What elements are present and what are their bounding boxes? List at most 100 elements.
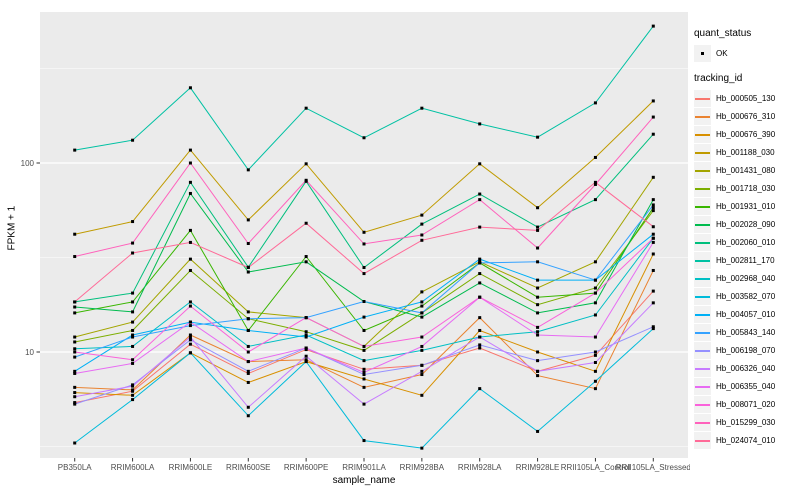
data-point [246, 360, 250, 364]
data-point [593, 180, 597, 184]
legend-item-label: Hb_000676_310 [716, 112, 776, 121]
data-point [73, 395, 77, 399]
legend-key-box [694, 396, 711, 413]
data-point [246, 328, 250, 332]
legend-item-Hb_001188_030: Hb_001188_030 [694, 144, 798, 161]
data-point [246, 242, 250, 246]
data-point [536, 260, 540, 264]
data-point [420, 290, 424, 294]
data-point [131, 138, 135, 142]
data-point [304, 221, 308, 225]
x-tick-label: RRIM600LA [111, 463, 155, 472]
data-point [362, 359, 366, 363]
data-point [362, 439, 366, 443]
data-point [73, 391, 77, 395]
x-axis-title: sample_name [332, 475, 396, 486]
series-color-line-icon [695, 224, 710, 226]
legend-item-Hb_002968_040: Hb_002968_040 [694, 270, 798, 287]
data-point [131, 358, 135, 362]
legend-item-Hb_000505_130: Hb_000505_130 [694, 90, 798, 107]
data-point [478, 316, 482, 320]
data-point [478, 328, 482, 332]
legend-key-box [694, 126, 711, 143]
series-color-line-icon [695, 152, 710, 154]
data-point [246, 414, 250, 418]
data-point [188, 320, 192, 324]
data-point [188, 335, 192, 339]
data-point [73, 148, 77, 152]
legend-item-label: Hb_003582_070 [716, 292, 776, 301]
data-point [478, 343, 482, 347]
legend-key-box [694, 306, 711, 323]
data-point [593, 155, 597, 159]
legend-item-Hb_000676_390: Hb_000676_390 [694, 126, 798, 143]
legend-item-ok: OK [694, 45, 798, 62]
data-point [478, 387, 482, 391]
data-point [73, 402, 77, 406]
data-point [246, 317, 250, 321]
data-point [478, 295, 482, 299]
data-point [651, 198, 655, 202]
data-point [420, 373, 424, 377]
data-point [420, 335, 424, 339]
data-point [478, 335, 482, 339]
data-point [651, 209, 655, 213]
legend-key-box [694, 45, 711, 62]
legend: quant_status OK tracking_id Hb_000505_13… [694, 28, 798, 450]
data-point [536, 228, 540, 232]
legend-item-Hb_015299_030: Hb_015299_030 [694, 414, 798, 431]
data-point [420, 315, 424, 319]
data-point [246, 371, 250, 375]
data-point [73, 441, 77, 445]
data-point [362, 328, 366, 332]
data-point [593, 313, 597, 317]
data-point [73, 401, 77, 405]
legend-item-Hb_003582_070: Hb_003582_070 [694, 288, 798, 305]
data-point [188, 86, 192, 90]
data-point [304, 162, 308, 166]
data-point [651, 327, 655, 331]
data-point [593, 286, 597, 290]
legend-item-Hb_006326_040: Hb_006326_040 [694, 360, 798, 377]
data-point [536, 225, 540, 229]
data-point [362, 242, 366, 246]
legend-item-label: Hb_024074_010 [716, 436, 776, 445]
data-point [420, 106, 424, 110]
legend-key-box [694, 198, 711, 215]
data-point [362, 230, 366, 234]
data-point [188, 351, 192, 355]
data-point [131, 291, 135, 295]
series-color-line-icon [695, 368, 710, 370]
legend-item-Hb_001431_080: Hb_001431_080 [694, 162, 798, 179]
data-point [536, 286, 540, 290]
data-point [188, 180, 192, 184]
data-point [478, 225, 482, 229]
data-point [131, 310, 135, 314]
data-point [73, 311, 77, 315]
data-point [131, 333, 135, 337]
data-point [131, 320, 135, 324]
data-point [362, 344, 366, 348]
data-point [131, 393, 135, 397]
data-point [593, 278, 597, 282]
data-point [478, 198, 482, 202]
data-point [304, 106, 308, 110]
series-color-line-icon [695, 116, 710, 118]
data-point [73, 355, 77, 359]
data-point [420, 238, 424, 242]
legend-item-Hb_002811_170: Hb_002811_170 [694, 252, 798, 269]
y-axis-title: FPKM + 1 [6, 205, 18, 251]
data-point [478, 192, 482, 196]
legend-item-Hb_000676_310: Hb_000676_310 [694, 108, 798, 125]
data-point [651, 206, 655, 210]
data-point [536, 325, 540, 329]
series-color-line-icon [695, 170, 710, 172]
data-point [593, 182, 597, 186]
data-point [651, 115, 655, 119]
data-point [131, 300, 135, 304]
legend-key-box [694, 414, 711, 431]
data-point [131, 344, 135, 348]
data-point [73, 305, 77, 309]
legend-item-label: Hb_000676_390 [716, 130, 776, 139]
